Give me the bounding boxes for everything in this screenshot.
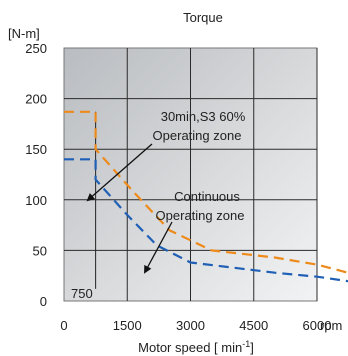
continuous-zone-label-line2: Operating zone xyxy=(156,208,245,223)
y-tick-label: 250 xyxy=(25,41,47,56)
y-axis-unit: [N-m] xyxy=(8,26,40,41)
x-tick-labels: 0 1500 3000 4500 6000 xyxy=(60,318,331,333)
series-line-continuous xyxy=(64,158,348,283)
x-tick-label: 0 xyxy=(60,318,67,333)
y-tick-label: 100 xyxy=(25,193,47,208)
x-tick-label: 3000 xyxy=(176,318,205,333)
x-axis-unit: rpm xyxy=(320,318,342,333)
s3-zone-label-line2: Operating zone xyxy=(153,128,242,143)
s3-zone-label-line1: 30min,S3 60% xyxy=(161,109,246,124)
y-tick-label: 50 xyxy=(33,243,47,258)
x-tick-label: 6000 xyxy=(303,318,332,333)
continuous-zone-label-line1: Continuous xyxy=(174,189,240,204)
grid-lines xyxy=(64,48,318,301)
speed-750-label: 750 xyxy=(71,286,93,301)
chart-title: Torque xyxy=(183,10,223,25)
series-group xyxy=(64,110,348,283)
y-tick-label: 0 xyxy=(40,294,47,309)
continuous-zone-arrow xyxy=(144,221,173,274)
series-line-s3 xyxy=(64,110,348,274)
y-tick-labels: 0 50 100 150 200 250 xyxy=(25,41,47,309)
y-tick-label: 150 xyxy=(25,142,47,157)
s3-zone-arrow xyxy=(86,143,153,202)
x-tick-label: 1500 xyxy=(113,318,142,333)
y-tick-label: 200 xyxy=(25,92,47,107)
x-axis-label: Motor speed [ min-1] xyxy=(138,339,254,355)
x-tick-label: 4500 xyxy=(239,318,268,333)
